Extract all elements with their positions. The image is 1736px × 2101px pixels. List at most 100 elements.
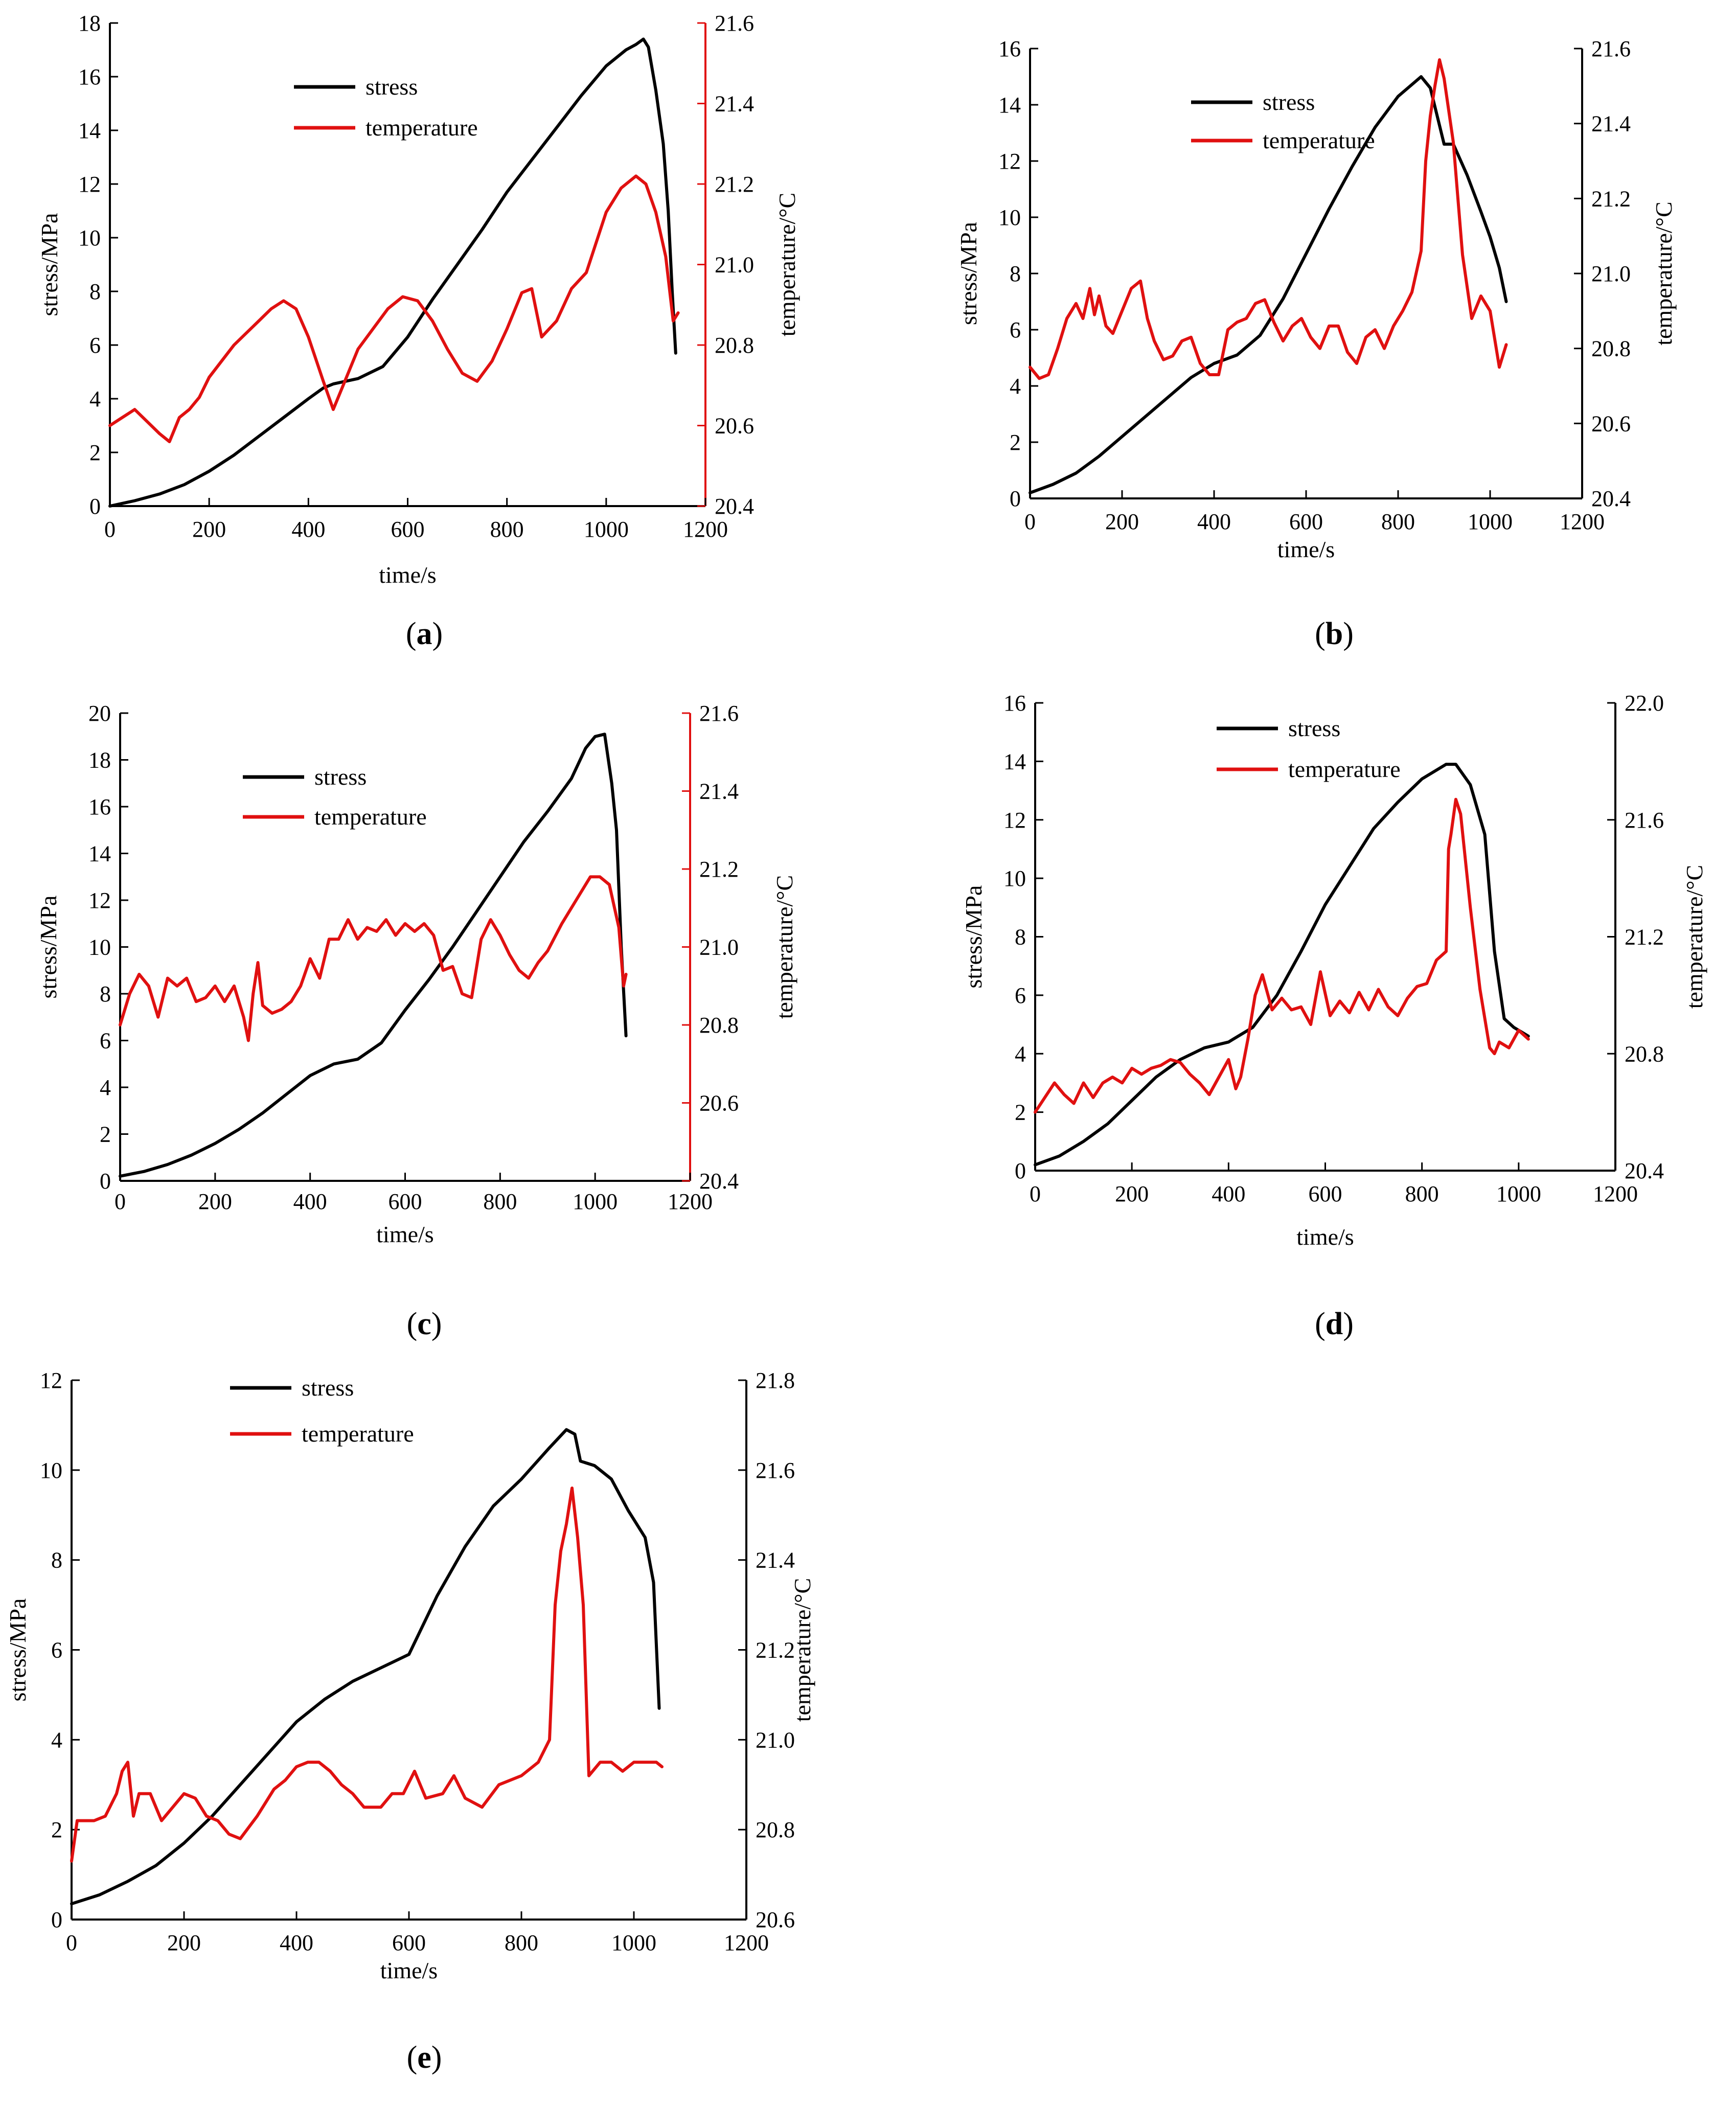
y-left-tick-label: 8	[1010, 261, 1021, 286]
y-left-tick-label: 6	[100, 1029, 111, 1054]
y-right-tick-label: 21.0	[699, 935, 739, 960]
legend: stress temperature	[1191, 89, 1375, 153]
y-right-tick-label: 21.4	[1591, 111, 1631, 136]
y-left-tick-label: 0	[1015, 1158, 1026, 1183]
caption-c: (c)	[406, 1307, 442, 1341]
y-right-tick-label: 22.0	[1625, 691, 1664, 716]
y-left-tick-label: 0	[1010, 486, 1021, 511]
legend-label-stress: stress	[314, 764, 367, 790]
y-left-tick-label: 8	[89, 279, 101, 304]
y-left-tick-label: 16	[1003, 691, 1026, 716]
y-left-tick-label: 6	[1010, 317, 1021, 342]
x-tick-label: 400	[280, 1930, 313, 1955]
y-right-axis-label: temperature/°C	[1681, 865, 1707, 1009]
series-stress-line	[1029, 75, 1508, 494]
legend: stress temperature	[294, 74, 478, 141]
y-left-tick-label: 10	[1003, 866, 1026, 891]
chart-d: 0 200 400 600 800 1000 1200 0 2 4 6 8 10 12 14 16 20.4 20…	[961, 691, 1707, 1250]
y-left-tick-label: 2	[1015, 1100, 1026, 1125]
y-right-tick-label: 20.6	[1591, 411, 1631, 436]
y-right-tick-label: 20.8	[699, 1013, 739, 1038]
caption-b: (b)	[1315, 616, 1354, 651]
y-left-tick-label: 10	[998, 205, 1021, 230]
caption-e: (e)	[406, 2040, 442, 2075]
y-right-tick-label: 20.4	[1591, 486, 1631, 511]
y-left-tick-label: 16	[78, 64, 101, 89]
y-left-tick-label: 0	[100, 1169, 111, 1194]
y-right-tick-label: 20.4	[699, 1169, 739, 1194]
y-left-tick-label: 8	[51, 1548, 62, 1573]
x-tick-label: 1000	[573, 1189, 618, 1214]
x-tick-label: 800	[1405, 1181, 1439, 1206]
series-temperature-line	[70, 1487, 664, 1863]
x-tick-label: 1000	[611, 1930, 656, 1955]
y-right-tick-label: 20.8	[756, 1817, 795, 1842]
x-tick-label: 0	[66, 1930, 77, 1955]
x-tick-label: 0	[1024, 509, 1036, 534]
series-stress-line	[108, 37, 677, 508]
y-left-tick-label: 10	[40, 1458, 62, 1483]
y-right-tick-label: 21.6	[715, 11, 754, 36]
y-left-tick-label: 6	[51, 1638, 62, 1663]
legend-label-stress: stress	[302, 1375, 354, 1401]
y-right-tick-label: 21.6	[1625, 808, 1664, 833]
x-tick-label: 1200	[683, 517, 728, 542]
x-tick-label: 1000	[584, 517, 629, 542]
y-right-axis-label: temperature/°C	[771, 875, 797, 1019]
y-right-tick-label: 21.2	[699, 857, 739, 882]
x-tick-label: 200	[1105, 509, 1139, 534]
y-left-tick-label: 10	[88, 935, 111, 960]
y-left-tick-label: 4	[1010, 374, 1021, 399]
caption-d: (d)	[1315, 1307, 1354, 1341]
y-right-tick-label: 21.8	[756, 1368, 795, 1393]
y-left-tick-label: 14	[88, 841, 111, 866]
legend-label-temperature: temperature	[302, 1421, 414, 1447]
y-left-tick-label: 20	[88, 701, 111, 726]
x-tick-label: 600	[392, 1930, 426, 1955]
legend-label-stress: stress	[1263, 89, 1315, 115]
y-right-tick-label: 20.4	[715, 494, 754, 519]
x-tick-label: 1200	[1560, 509, 1605, 534]
y-left-tick-label: 12	[998, 149, 1021, 174]
y-right-tick-label: 20.8	[715, 333, 754, 358]
x-tick-label: 1000	[1496, 1181, 1541, 1206]
y-left-axis-label: stress/MPa	[5, 1598, 31, 1702]
y-left-tick-label: 14	[998, 93, 1021, 118]
series-stress-line	[119, 733, 628, 1178]
y-right-tick-label: 21.4	[715, 92, 754, 117]
x-tick-label: 1200	[724, 1930, 769, 1955]
y-right-tick-label: 21.2	[1625, 925, 1664, 950]
y-left-axis-label: stress/MPa	[36, 213, 62, 316]
y-right-tick-label: 21.0	[1591, 261, 1631, 286]
x-tick-label: 800	[505, 1930, 538, 1955]
y-left-tick-label: 12	[78, 172, 101, 197]
legend-label-temperature: temperature	[314, 804, 427, 830]
x-axis-label: time/s	[380, 1957, 438, 1983]
x-tick-label: 400	[1197, 509, 1231, 534]
y-left-tick-label: 8	[100, 981, 111, 1007]
y-left-tick-label: 4	[100, 1075, 111, 1100]
x-tick-label: 0	[1030, 1181, 1041, 1206]
legend-label-temperature: temperature	[1288, 756, 1401, 782]
legend-label-stress: stress	[366, 74, 418, 100]
x-tick-label: 600	[389, 1189, 422, 1214]
y-right-tick-label: 20.6	[715, 414, 754, 439]
legend: stress temperature	[1217, 715, 1401, 782]
x-tick-label: 800	[483, 1189, 517, 1214]
legend-label-temperature: temperature	[1263, 127, 1375, 153]
y-left-tick-label: 16	[998, 36, 1021, 61]
legend: stress temperature	[243, 764, 427, 830]
series-temperature-line	[1034, 797, 1530, 1114]
y-left-tick-label: 0	[89, 494, 101, 519]
x-tick-label: 1200	[1593, 1181, 1638, 1206]
y-right-tick-label: 20.6	[756, 1907, 795, 1932]
y-left-tick-label: 12	[1003, 808, 1026, 833]
y-right-tick-label: 21.2	[756, 1638, 795, 1663]
x-tick-label: 1000	[1468, 509, 1513, 534]
x-axis-label: time/s	[379, 562, 436, 588]
y-right-tick-label: 21.6	[1591, 36, 1631, 61]
chart-e: 0 200 400 600 800 1000 1200 0 2 4 6 8 10 12 20.6 20.8 21…	[5, 1368, 815, 1983]
y-left-tick-label: 2	[51, 1817, 62, 1842]
legend-label-stress: stress	[1288, 715, 1340, 741]
y-right-tick-label: 20.6	[699, 1091, 739, 1116]
